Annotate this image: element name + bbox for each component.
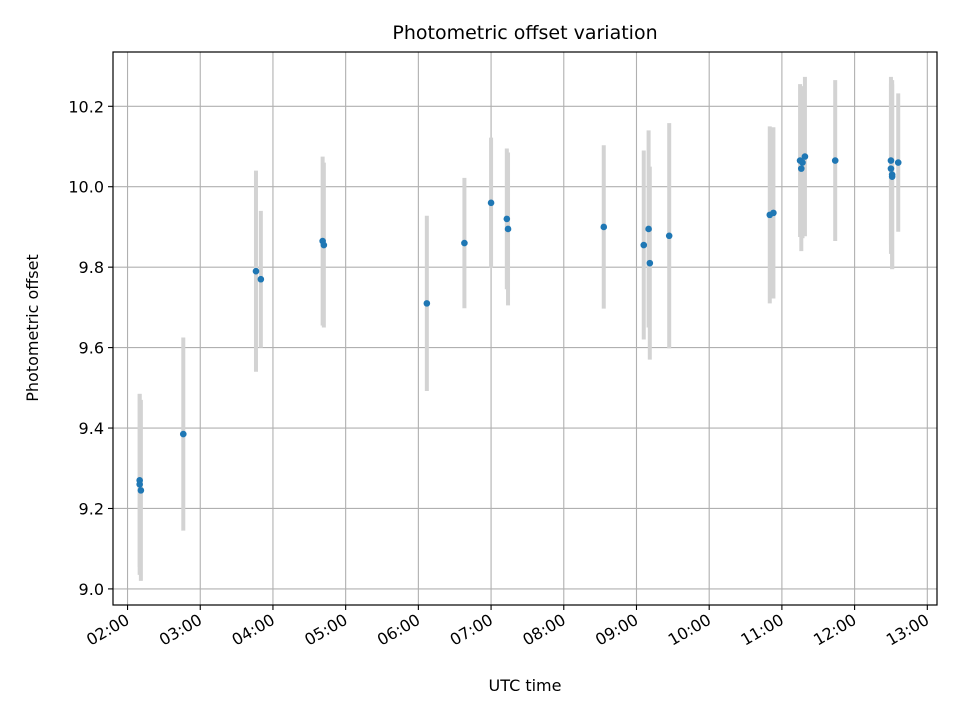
y-axis-title: Photometric offset bbox=[23, 254, 42, 402]
y-tick-label: 10.2 bbox=[68, 97, 104, 116]
data-point bbox=[888, 173, 896, 180]
data-point bbox=[801, 153, 809, 160]
y-axis-ticks: 9.0 9.2 9.4 9.6 9.8 10.0 10.2 bbox=[68, 97, 113, 599]
y-tick-label: 9.0 bbox=[79, 580, 104, 599]
data-point bbox=[487, 199, 495, 207]
data-point bbox=[503, 215, 511, 223]
data-point bbox=[770, 209, 777, 217]
data-point bbox=[894, 159, 902, 166]
data-point bbox=[252, 267, 260, 275]
data-point bbox=[504, 225, 512, 233]
data-point bbox=[646, 259, 654, 267]
data-point bbox=[665, 232, 673, 240]
plot-frame bbox=[112, 51, 938, 606]
data-point bbox=[887, 165, 895, 172]
y-tick-label: 9.4 bbox=[79, 419, 104, 438]
data-point bbox=[799, 159, 806, 166]
data-point bbox=[461, 239, 468, 247]
data-point bbox=[831, 157, 839, 164]
data-point bbox=[257, 275, 265, 283]
data-point bbox=[137, 487, 145, 494]
y-tick-label: 9.2 bbox=[79, 499, 104, 518]
y-tick-label: 9.8 bbox=[79, 258, 104, 277]
data-point bbox=[600, 223, 608, 231]
chart-title: Photometric offset variation bbox=[392, 22, 657, 44]
data-point bbox=[797, 165, 805, 172]
data-point bbox=[887, 157, 895, 164]
x-axis-title: UTC time bbox=[489, 676, 562, 695]
data-point bbox=[179, 430, 187, 438]
y-tick-label: 9.6 bbox=[79, 339, 104, 358]
data-point bbox=[423, 300, 431, 307]
data-point bbox=[640, 241, 648, 249]
y-tick-label: 10.0 bbox=[68, 178, 104, 197]
data-point bbox=[320, 241, 328, 249]
data-point bbox=[645, 225, 652, 233]
data-points bbox=[136, 153, 902, 494]
data-point bbox=[136, 477, 143, 484]
